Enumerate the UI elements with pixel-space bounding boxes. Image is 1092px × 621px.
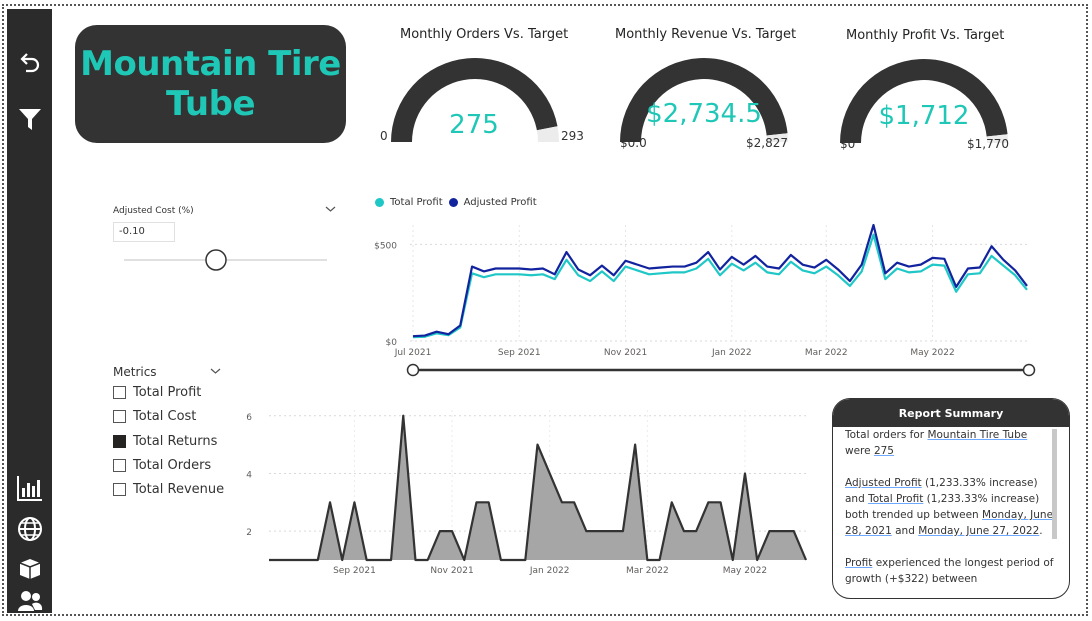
gauge-title: Monthly Orders Vs. Target: [400, 27, 569, 42]
checkbox[interactable]: [113, 483, 126, 496]
gauge-min: $0.0: [620, 136, 647, 150]
slicer-label: Adjusted Cost (%): [113, 206, 194, 216]
checkbox[interactable]: [113, 459, 126, 472]
summary-paragraph: Total orders for Mountain Tire Tube were…: [845, 429, 1028, 457]
metric-label: Total Orders: [133, 458, 212, 473]
legend-marker-adjusted-profit: [448, 198, 458, 207]
gauge-title: Monthly Profit Vs. Target: [846, 28, 1005, 43]
checkbox[interactable]: [113, 410, 126, 423]
x-tick-label: Nov 2021: [430, 566, 473, 576]
x-tick-label: Mar 2022: [626, 566, 669, 576]
returns-area-chart[interactable]: 6 4 2 Sep 2021 Nov 2021 Jan 2022 Mar 2022 May 2…: [240, 398, 820, 583]
gauge-remaining: [766, 133, 788, 142]
gauge-remaining: [986, 134, 1008, 143]
gauge-title: Monthly Revenue Vs. Target: [615, 27, 797, 42]
adjusted-cost-slider[interactable]: [122, 248, 330, 272]
x-tick-label: Jan 2022: [711, 348, 752, 358]
x-tick-label: Jan 2022: [529, 566, 570, 576]
checkbox[interactable]: [113, 435, 126, 448]
report-summary-header: Report Summary: [833, 399, 1069, 427]
gauge-min: $0: [840, 137, 856, 151]
gauge-remaining: [536, 126, 559, 142]
range-handle-end: [1022, 363, 1036, 377]
metric-label: Total Cost: [133, 409, 197, 424]
chevron-down-icon[interactable]: [325, 205, 336, 213]
navigation-sidebar: [7, 9, 52, 613]
report-scrollbar[interactable]: [1052, 429, 1057, 539]
y-tick-label: 2: [246, 528, 252, 538]
slider-handle: [205, 249, 227, 271]
legend-marker-total-profit: [375, 198, 384, 207]
metric-option-total-cost[interactable]: Total Cost: [113, 409, 196, 424]
metrics-title: Metrics: [113, 365, 157, 379]
gauge-value: $1,712: [878, 101, 970, 131]
report-summary-text: Total orders for Mountain Tire Tube were…: [845, 427, 1055, 595]
gauge-fill: [620, 58, 788, 142]
metric-label: Total Returns: [133, 434, 218, 449]
x-tick-label: Sep 2021: [498, 348, 541, 358]
metric-label: Total Revenue: [133, 482, 225, 497]
returns-line: [269, 414, 808, 562]
title-card: Mountain Tire Tube: [75, 25, 346, 143]
series-line-adjusted-profit: [412, 223, 1028, 338]
returns-area: [269, 415, 806, 560]
metric-option-total-profit[interactable]: Total Profit: [113, 385, 201, 400]
x-tick-label: Mar 2022: [805, 348, 848, 358]
range-handle-start: [406, 363, 420, 377]
gauge-arc: [620, 58, 788, 142]
metric-label: Total Profit: [133, 385, 202, 400]
gauge-value: $2,734.5: [646, 99, 762, 129]
users-icon[interactable]: [16, 587, 44, 615]
globe-icon[interactable]: [16, 515, 44, 543]
gauge-arc: [840, 59, 1008, 143]
report-canvas-border: [2, 4, 1088, 616]
bar-chart-icon[interactable]: [16, 474, 44, 502]
x-tick-label: Jul 2021: [394, 348, 432, 358]
box-icon[interactable]: [16, 554, 44, 582]
summary-paragraph: Profit experienced the longest period of…: [845, 557, 1054, 585]
chevron-down-icon[interactable]: [210, 367, 221, 375]
page-title: Mountain Tire Tube: [80, 44, 341, 124]
gauge-min: 0: [380, 129, 388, 143]
summary-paragraph: Adjusted Profit (1,233.33% increase) and…: [845, 477, 1054, 537]
report-summary-card: Report Summary Total orders for Mountain…: [832, 398, 1070, 599]
line-chart-legend: Total Profit Adjusted Profit: [375, 197, 537, 208]
x-tick-label: Sep 2021: [333, 566, 376, 576]
filter-icon[interactable]: [16, 105, 44, 133]
metric-option-total-revenue[interactable]: Total Revenue: [113, 482, 224, 497]
gauge-value: 275: [449, 110, 499, 140]
gauge-max: $1,770: [967, 137, 1009, 151]
x-tick-label: May 2022: [723, 566, 767, 576]
series-line-total-profit: [412, 233, 1028, 339]
metric-option-total-returns[interactable]: Total Returns: [113, 434, 217, 449]
x-tick-label: May 2022: [910, 348, 954, 358]
legend-label[interactable]: Total Profit: [390, 197, 443, 208]
metric-option-total-orders[interactable]: Total Orders: [113, 458, 211, 473]
gauge-arc: [391, 57, 559, 142]
y-tick-label: 6: [246, 413, 252, 423]
back-arrow-icon[interactable]: [16, 47, 44, 75]
adjusted-cost-input[interactable]: -0.10: [113, 222, 175, 242]
gauge-max: $2,827: [746, 136, 788, 150]
gauge-fill: [840, 59, 1008, 143]
checkbox[interactable]: [113, 386, 126, 399]
gauge-fill: [391, 57, 558, 142]
legend-label[interactable]: Adjusted Profit: [463, 197, 537, 208]
x-tick-label: Nov 2021: [604, 348, 647, 358]
y-tick-label: $500: [374, 241, 397, 251]
gauge-max: 293: [561, 129, 584, 143]
y-tick-label: 4: [246, 470, 252, 480]
y-tick-label: $0: [386, 338, 398, 348]
